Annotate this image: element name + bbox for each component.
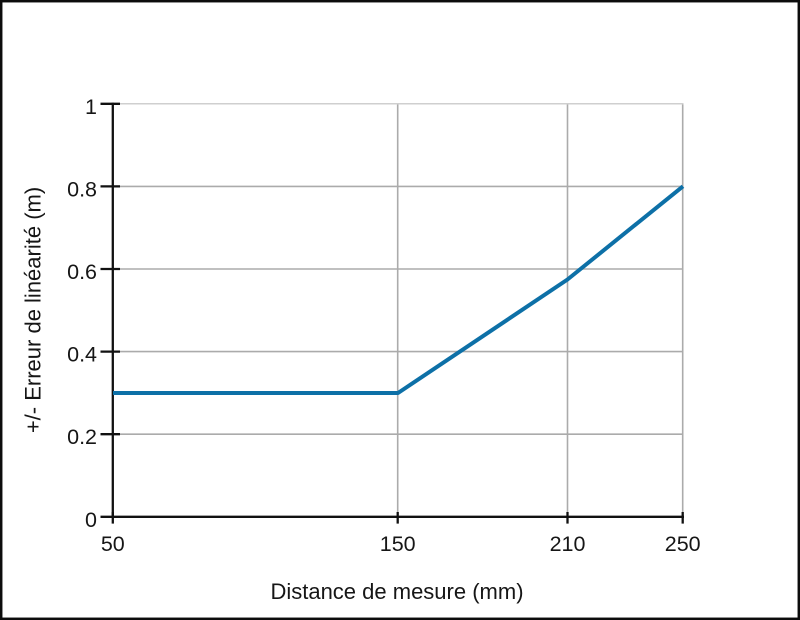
- svg-text:0: 0: [85, 508, 97, 532]
- svg-text:210: 210: [550, 532, 586, 556]
- svg-text:0.2: 0.2: [67, 425, 97, 449]
- svg-text:+/- Erreur de linéarité (m): +/- Erreur de linéarité (m): [21, 187, 46, 433]
- svg-text:1: 1: [85, 95, 97, 119]
- svg-text:0.6: 0.6: [67, 260, 97, 284]
- svg-text:Distance de mesure (mm): Distance de mesure (mm): [270, 579, 523, 604]
- svg-text:0.4: 0.4: [67, 343, 97, 367]
- svg-text:0.8: 0.8: [67, 177, 97, 201]
- svg-text:50: 50: [101, 532, 125, 556]
- svg-text:150: 150: [380, 532, 416, 556]
- svg-text:250: 250: [665, 532, 701, 556]
